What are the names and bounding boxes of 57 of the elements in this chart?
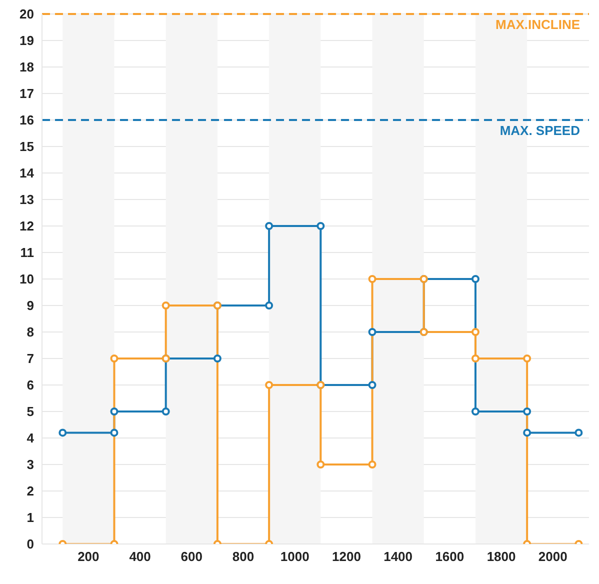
y-tick-label: 18 bbox=[20, 60, 34, 75]
point bbox=[368, 381, 376, 389]
point bbox=[162, 302, 170, 310]
x-tick-label: 1000 bbox=[280, 549, 310, 564]
point bbox=[471, 275, 480, 283]
y-tick-label: 8 bbox=[26, 324, 34, 340]
point bbox=[58, 428, 67, 437]
y-tick-label: 19 bbox=[20, 33, 34, 48]
point bbox=[316, 222, 325, 230]
x-tick-label: 800 bbox=[232, 549, 254, 564]
point bbox=[368, 460, 376, 468]
point bbox=[471, 328, 480, 336]
x-tick-label: 1600 bbox=[435, 549, 464, 564]
point bbox=[110, 354, 118, 362]
y-tick-label: 2 bbox=[26, 484, 34, 499]
x-tick-label: 600 bbox=[180, 549, 203, 564]
y-tick-label: 6 bbox=[26, 378, 34, 393]
y-tick-label: 14 bbox=[20, 166, 35, 181]
point bbox=[265, 222, 274, 230]
y-tick-label: 9 bbox=[26, 298, 34, 314]
y-tick-label: 1 bbox=[26, 510, 34, 526]
point bbox=[162, 408, 170, 416]
point bbox=[110, 408, 118, 416]
y-tick-label: 4 bbox=[26, 430, 35, 446]
y-tick-label: 11 bbox=[20, 245, 34, 260]
point bbox=[368, 328, 376, 336]
point bbox=[574, 428, 583, 437]
y-tick-label: 15 bbox=[20, 139, 34, 154]
point bbox=[368, 275, 376, 283]
ref-line-label: MAX. SPEED bbox=[500, 123, 580, 138]
point bbox=[523, 428, 532, 437]
x-tick-label: 200 bbox=[78, 549, 100, 564]
x-tick-label: 2000 bbox=[538, 549, 568, 564]
point bbox=[316, 460, 325, 468]
point bbox=[110, 428, 118, 437]
x-tick-label: 1200 bbox=[332, 549, 361, 564]
point bbox=[523, 408, 532, 416]
y-tick-label: 7 bbox=[26, 351, 34, 366]
ref-line-label: MAX.INCLINE bbox=[496, 17, 580, 32]
point bbox=[471, 354, 480, 362]
y-tick-label: 5 bbox=[26, 404, 34, 420]
y-tick-label: 0 bbox=[26, 536, 34, 552]
y-tick-label: 3 bbox=[26, 457, 34, 472]
y-tick-label: 20 bbox=[20, 6, 34, 22]
point bbox=[213, 354, 222, 362]
y-tick-label: 12 bbox=[20, 218, 34, 234]
y-tick-label: 17 bbox=[20, 86, 34, 102]
y-tick-label: 13 bbox=[20, 192, 34, 208]
x-tick-label: 400 bbox=[129, 549, 151, 564]
x-tick-label: 1400 bbox=[384, 549, 413, 564]
y-tick-label: 16 bbox=[20, 112, 34, 128]
point bbox=[265, 302, 274, 310]
point bbox=[471, 408, 480, 416]
point bbox=[523, 354, 532, 362]
point bbox=[265, 381, 274, 389]
x-tick-label: 1800 bbox=[486, 549, 516, 564]
y-tick-label: 10 bbox=[20, 272, 34, 287]
